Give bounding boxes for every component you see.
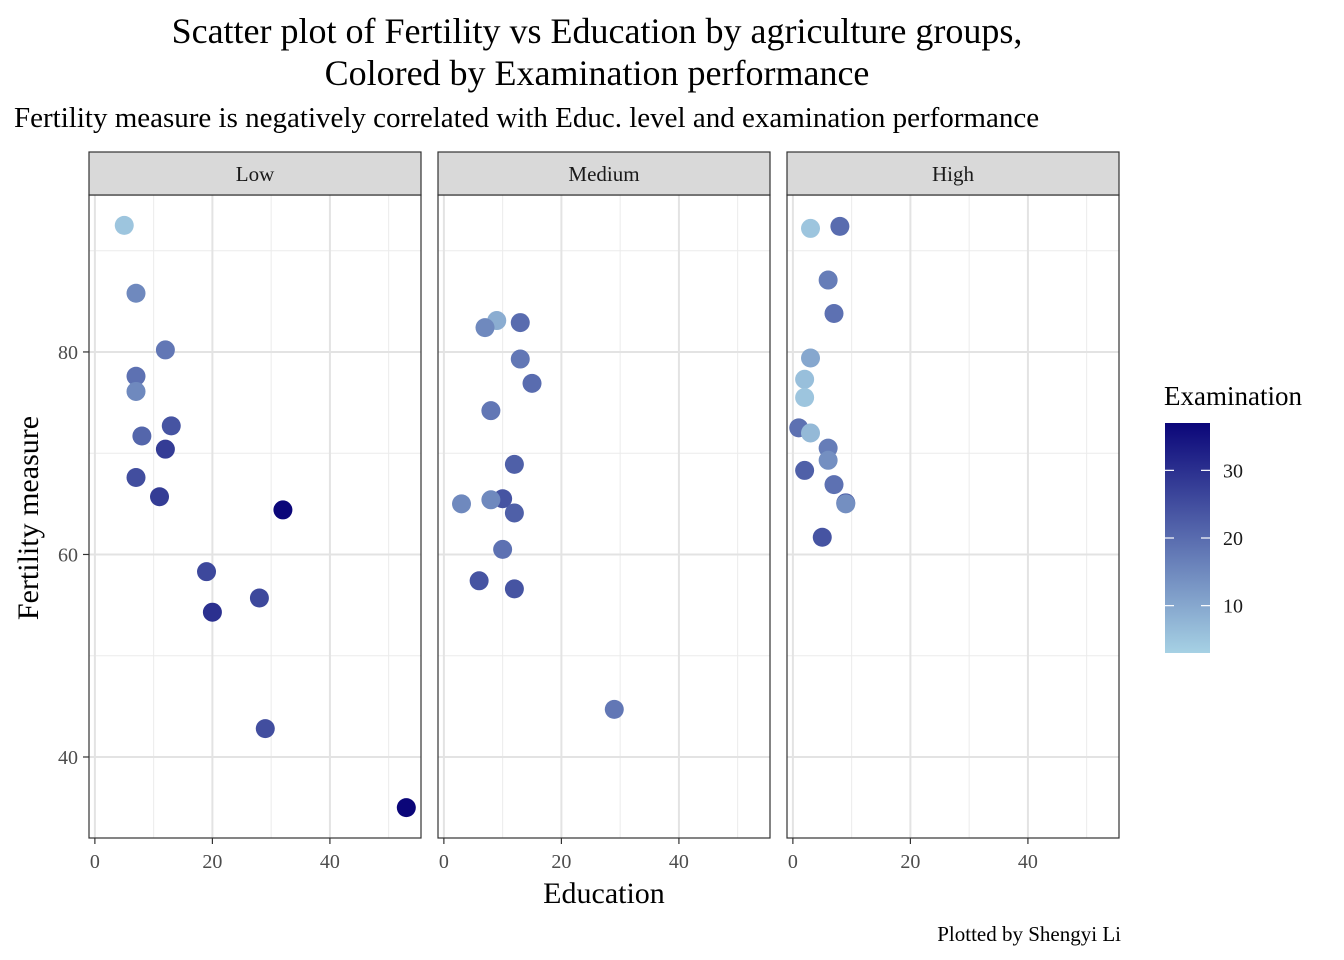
data-point [824,303,844,323]
facet-panel-low: Low 0 20 40 [88,151,422,873]
x-tick-label: 40 [320,851,340,873]
data-point [126,283,146,303]
legend-title: Examination [1164,381,1302,411]
data-point [202,602,222,622]
data-point [510,313,530,333]
data-point [161,416,181,436]
legend-tick-label: 10 [1223,596,1243,618]
data-point [255,719,275,739]
panel-background [89,195,421,838]
x-tick-label: 40 [669,851,689,873]
data-point [504,579,524,599]
x-tick-label: 40 [1018,851,1038,873]
data-point [830,216,850,236]
x-axis-title: Education [543,877,665,910]
data-point [126,366,146,386]
facet-label: High [932,162,975,186]
facet-label: Medium [568,162,639,186]
y-tick-label: 80 [58,342,78,364]
data-point [481,401,501,421]
data-point [812,527,832,547]
y-tick-label: 60 [58,544,78,566]
facet-strip [437,151,771,196]
chart-subtitle: Fertility measure is negatively correlat… [14,102,1040,134]
data-point [481,490,501,510]
color-legend: Examination 10 20 30 [1164,381,1302,653]
facet-label: Low [236,162,275,186]
data-point [493,539,513,559]
data-point [795,369,815,389]
legend-tick-label: 20 [1223,528,1243,550]
facet-panels: Low 0 20 40 Medium 0 20 40 High 0 20 40 [88,151,1120,873]
facet-panel-medium: Medium 0 20 40 [437,151,771,873]
data-point [604,699,624,719]
data-point [801,423,821,443]
data-point [249,588,269,608]
data-point [396,798,416,818]
data-point [824,475,844,495]
data-point [522,373,542,393]
data-point [452,494,472,514]
data-point [818,270,838,290]
x-tick-label: 20 [551,851,571,873]
panel-background [787,195,1119,838]
data-point [469,571,489,591]
data-point [126,468,146,488]
data-point [818,450,838,470]
data-point [504,503,524,523]
y-axis: 40 60 80 [58,342,89,769]
legend-tick-label: 30 [1223,460,1243,482]
data-point [836,494,856,514]
x-tick-label: 0 [788,851,798,873]
data-point [150,487,170,507]
y-tick-label: 40 [58,747,78,769]
x-tick-label: 0 [439,851,449,873]
facet-strip [88,151,422,196]
data-point [197,562,217,582]
chart-caption: Plotted by Shengyi Li [937,922,1121,946]
data-point [114,215,134,235]
x-tick-label: 0 [90,851,100,873]
chart-title-line-2: Colored by Examination performance [324,53,870,93]
data-point [795,460,815,480]
panel-background [438,195,770,838]
facet-panel-high: High 0 20 40 [786,151,1120,873]
data-point [795,388,815,408]
data-point [273,500,293,520]
data-point [126,381,146,401]
data-point [801,218,821,238]
x-tick-label: 20 [900,851,920,873]
data-point [504,454,524,474]
data-point [155,340,175,360]
x-tick-label: 20 [202,851,222,873]
y-axis-title: Fertility measure [12,416,45,620]
data-point [155,439,175,459]
data-point [801,348,821,368]
data-point [475,318,495,338]
data-point [510,349,530,369]
data-point [132,426,152,446]
facet-strip [786,151,1120,196]
chart-title: Scatter plot of Fertility vs Education b… [171,11,1023,51]
